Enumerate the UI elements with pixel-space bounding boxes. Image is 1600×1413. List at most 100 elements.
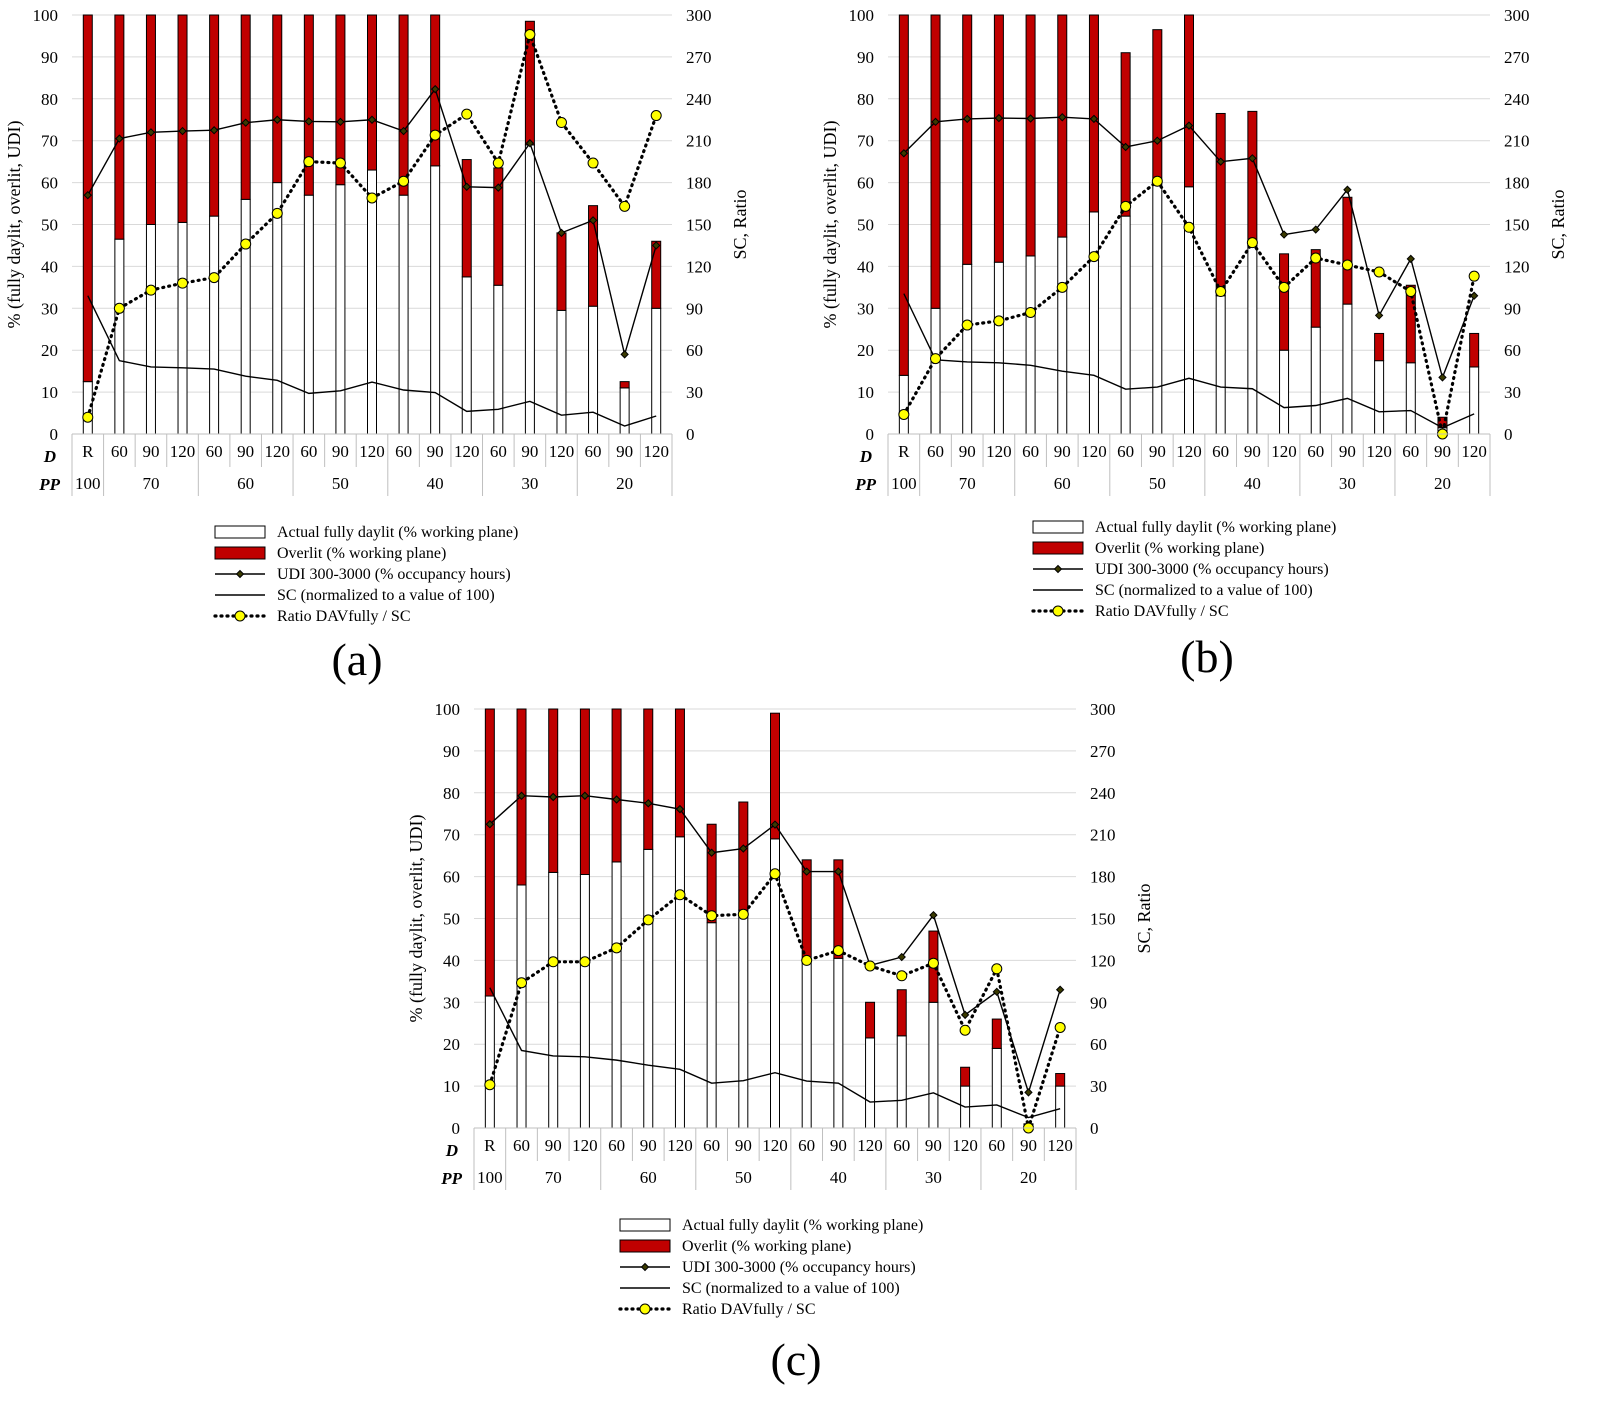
udi-point (1026, 114, 1035, 123)
ratio-point (516, 977, 528, 989)
ratio-point (1025, 306, 1037, 318)
bar-daylit (651, 307, 662, 435)
right-axis-tick-label: 90 (686, 299, 703, 318)
ratio-point (547, 956, 559, 968)
udi-point (620, 350, 629, 359)
category-label: 60 (798, 1136, 815, 1155)
ratio-point (1341, 259, 1353, 271)
left-axis-tick-label: 40 (41, 257, 58, 276)
pp-group-label: 30 (925, 1168, 942, 1187)
right-axis-tick-label: 120 (1504, 257, 1530, 276)
right-axis-tick-label: 30 (1504, 383, 1521, 402)
legend-entry: Ratio DAVfully / SC (682, 1301, 816, 1318)
ratio-point (642, 914, 654, 926)
right-axis-tick-label: 240 (1504, 90, 1530, 109)
category-label: 60 (513, 1136, 530, 1155)
left-axis-tick-label: 50 (443, 910, 460, 929)
ratio-point (1120, 200, 1132, 212)
udi-point (557, 228, 566, 238)
category-label: 90 (616, 442, 633, 461)
bar-daylit (611, 861, 622, 1129)
bar-overlit (209, 14, 220, 217)
ratio-point (1246, 237, 1258, 249)
category-label: 60 (206, 442, 223, 461)
category-label: 60 (1402, 442, 1419, 461)
pp-group-label: 70 (959, 474, 976, 493)
panel-a: 0 10 20 30 40 50 60 70 80 90 100 0 30 60 90 120 150 180 21… (4, 6, 750, 685)
left-axis-tick-label: 100 (849, 6, 875, 25)
udi-point (178, 126, 187, 136)
category-label: 90 (1054, 442, 1071, 461)
category-label: 90 (521, 442, 538, 461)
bar-daylit (1247, 244, 1258, 435)
bar-daylit (461, 276, 472, 435)
bar-overlit (548, 708, 559, 873)
legend-entry: UDI 300-3000 (% occupancy hours) (277, 566, 511, 583)
ratio-point (145, 284, 157, 296)
udi-point (588, 216, 598, 225)
right-axis-tick-label: 270 (1090, 742, 1116, 761)
bar-overlit (335, 14, 346, 186)
bar-daylit (335, 184, 346, 435)
legend-entry: SC (normalized to a value of 100) (1095, 582, 1313, 599)
ratio-point (303, 156, 315, 168)
category-label: 120 (359, 442, 385, 461)
bar-overlit (588, 205, 599, 307)
left-axis-tick-label: 40 (857, 257, 874, 276)
pp-group-label: 100 (75, 474, 101, 493)
ratio-point (674, 889, 686, 901)
panel-label: (c) (770, 1334, 821, 1385)
bar-daylit (1374, 360, 1385, 435)
ratio-point (366, 192, 378, 204)
udi-point (209, 126, 219, 135)
ratio-point (801, 954, 813, 966)
bar-daylit (898, 374, 909, 435)
bar-overlit (177, 14, 188, 223)
ratio-point (611, 942, 623, 954)
category-label: 120 (170, 442, 196, 461)
udi-point (652, 241, 661, 250)
row-label-d: D (859, 447, 872, 466)
pp-group-label: 20 (1434, 474, 1451, 493)
ratio-point (1151, 175, 1163, 187)
sc-line (87, 295, 657, 427)
right-axis-tick-label: 0 (1090, 1119, 1099, 1138)
pp-group-label: 60 (1054, 474, 1071, 493)
udi-point (399, 126, 408, 136)
category-label: 120 (1081, 442, 1107, 461)
udi-point (430, 84, 440, 94)
right-axis-tick-label: 90 (1090, 993, 1107, 1012)
left-axis-tick-label: 10 (41, 383, 58, 402)
legend-swatch-udi-marker (640, 1262, 650, 1272)
left-axis-tick-label: 90 (857, 48, 874, 67)
bar-daylit (484, 995, 495, 1129)
udi-point (273, 115, 282, 124)
bar-daylit (865, 1037, 876, 1129)
left-axis-title: % (fully daylit, overlit, UDI) (406, 815, 427, 1023)
legend-entry: Overlit (% working plane) (277, 545, 446, 562)
category-label: 90 (1020, 1136, 1037, 1155)
bar-daylit (1055, 1085, 1066, 1129)
pp-group-label: 40 (427, 474, 444, 493)
bar-daylit (240, 198, 251, 435)
legend-swatch-udi-marker (1053, 564, 1063, 574)
category-label: 90 (332, 442, 349, 461)
category-label: 120 (857, 1136, 883, 1155)
udi-point (899, 149, 909, 158)
category-label: 120 (1271, 442, 1297, 461)
bar-overlit (1247, 110, 1258, 246)
category-label: 60 (585, 442, 602, 461)
left-axis-tick-label: 80 (443, 784, 460, 803)
left-axis-tick-label: 80 (41, 90, 58, 109)
right-axis-tick-label: 150 (686, 216, 712, 235)
bar-daylit (1405, 362, 1416, 435)
bar-overlit (1025, 14, 1036, 257)
legend-entry: Ratio DAVfully / SC (1095, 603, 1229, 620)
left-axis-tick-label: 20 (857, 341, 874, 360)
bar-overlit (556, 232, 567, 311)
right-axis-tick-label: 270 (686, 48, 712, 67)
right-axis-tick-label: 0 (686, 425, 695, 444)
legend: Actual fully daylit (% working plane) Ove… (618, 1217, 923, 1318)
bar-daylit (1215, 295, 1226, 435)
ratio-point (737, 908, 749, 920)
